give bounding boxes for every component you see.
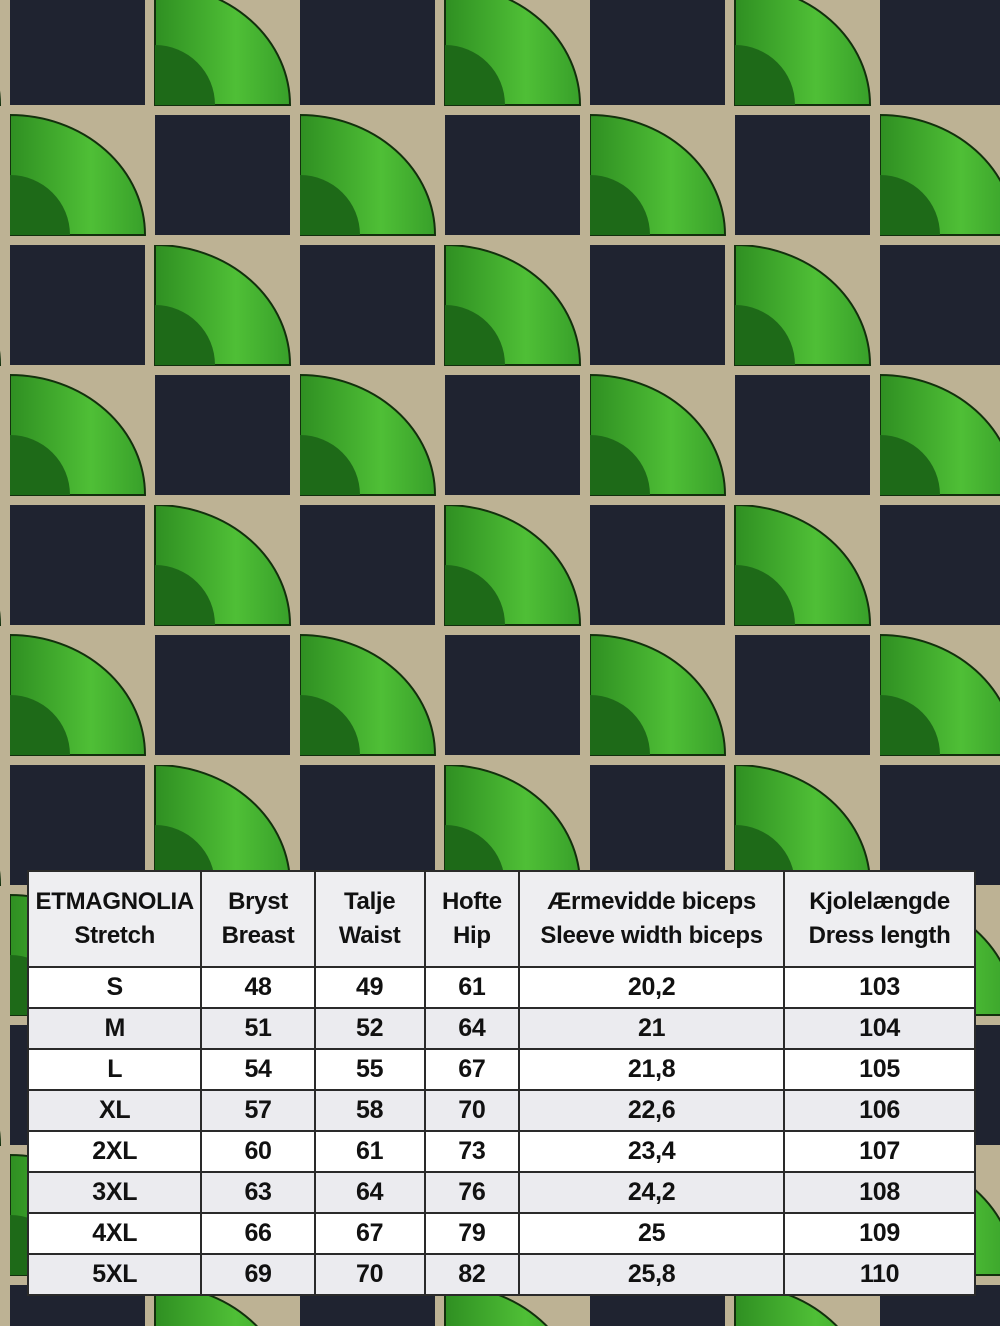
table-cell: 109 (783, 1212, 976, 1255)
table-cell: 64 (423, 1007, 521, 1050)
table-cell: 76 (423, 1171, 521, 1214)
table-cell: 55 (313, 1048, 426, 1091)
header-label-line: Bryst (228, 888, 288, 915)
table-cell: 104 (783, 1007, 976, 1050)
table-cell: 24,2 (518, 1171, 786, 1214)
table-cell: 110 (783, 1253, 976, 1296)
header-label-line: Sleeve width biceps (540, 922, 763, 949)
header-label-line: Dress length (808, 922, 951, 949)
header-label-line: Kjolelængde (809, 888, 950, 915)
length-column-header: Kjolelængde Dress length (783, 870, 976, 968)
header-label-line: Hofte (441, 888, 502, 915)
table-cell: 82 (423, 1253, 521, 1296)
header-label-line: Breast (221, 922, 295, 949)
table-cell: 5XL (26, 1253, 203, 1296)
table-cell: 61 (313, 1130, 426, 1173)
table-row: L 54 55 67 21,8 105 (26, 1048, 976, 1091)
table-cell: 20,2 (518, 966, 786, 1009)
table-cell: 4XL (26, 1212, 203, 1255)
table-cell: 67 (313, 1212, 426, 1255)
size-chart-table: ETMAGNOLIA Stretch Bryst Breast Talje Waist Ho… (26, 870, 976, 1296)
table-cell: 108 (783, 1171, 976, 1214)
table-cell: 103 (783, 966, 976, 1009)
table-cell: 106 (783, 1089, 976, 1132)
table-cell: S (26, 966, 203, 1009)
table-cell: 105 (783, 1048, 976, 1091)
table-cell: M (26, 1007, 203, 1050)
table-row: M 51 52 64 21 104 (26, 1007, 976, 1050)
table-row: XL 57 58 70 22,6 106 (26, 1089, 976, 1132)
table-row: 4XL 66 67 79 25 109 (26, 1212, 976, 1255)
table-cell: 107 (783, 1130, 976, 1173)
table-row: S 48 49 61 20,2 103 (26, 966, 976, 1009)
table-cell: 22,6 (518, 1089, 786, 1132)
header-label-line: Stretch (74, 922, 155, 949)
waist-column-header: Talje Waist (313, 870, 426, 968)
table-cell: 25,8 (518, 1253, 786, 1296)
table-cell: 21 (518, 1007, 786, 1050)
table-cell: 69 (200, 1253, 316, 1296)
table-cell: 52 (313, 1007, 426, 1050)
table-row: 3XL 63 64 76 24,2 108 (26, 1171, 976, 1214)
table-cell: 25 (518, 1212, 786, 1255)
table-cell: 63 (200, 1171, 316, 1214)
table-cell: 51 (200, 1007, 316, 1050)
breast-column-header: Bryst Breast (200, 870, 316, 968)
table-cell: 49 (313, 966, 426, 1009)
header-label-line: Waist (338, 922, 401, 949)
header-label-line: ETMAGNOLIA (35, 888, 195, 915)
hip-column-header: Hofte Hip (423, 870, 521, 968)
table-cell: 61 (423, 966, 521, 1009)
size-column-header: ETMAGNOLIA Stretch (26, 870, 203, 968)
table-cell: 58 (313, 1089, 426, 1132)
table-cell: 79 (423, 1212, 521, 1255)
sleeve-column-header: Ærmevidde biceps Sleeve width biceps (518, 870, 786, 968)
table-cell: 48 (200, 966, 316, 1009)
table-cell: 3XL (26, 1171, 203, 1214)
table-row: 2XL 60 61 73 23,4 107 (26, 1130, 976, 1173)
table-cell: 57 (200, 1089, 316, 1132)
table-cell: 54 (200, 1048, 316, 1091)
header-label-line: Hip (452, 922, 491, 949)
table-cell: 60 (200, 1130, 316, 1173)
header-label-line: Ærmevidde biceps (547, 888, 756, 915)
table-cell: 64 (313, 1171, 426, 1214)
table-cell: 70 (313, 1253, 426, 1296)
table-header-row: ETMAGNOLIA Stretch Bryst Breast Talje Waist Ho… (26, 870, 976, 968)
header-label-line: Talje (343, 888, 396, 915)
table-cell: 2XL (26, 1130, 203, 1173)
table-cell: 66 (200, 1212, 316, 1255)
table-row: 5XL 69 70 82 25,8 110 (26, 1253, 976, 1296)
table-cell: XL (26, 1089, 203, 1132)
table-cell: 67 (423, 1048, 521, 1091)
table-cell: 73 (423, 1130, 521, 1173)
table-cell: 21,8 (518, 1048, 786, 1091)
table-cell: L (26, 1048, 203, 1091)
table-cell: 70 (423, 1089, 521, 1132)
table-cell: 23,4 (518, 1130, 786, 1173)
